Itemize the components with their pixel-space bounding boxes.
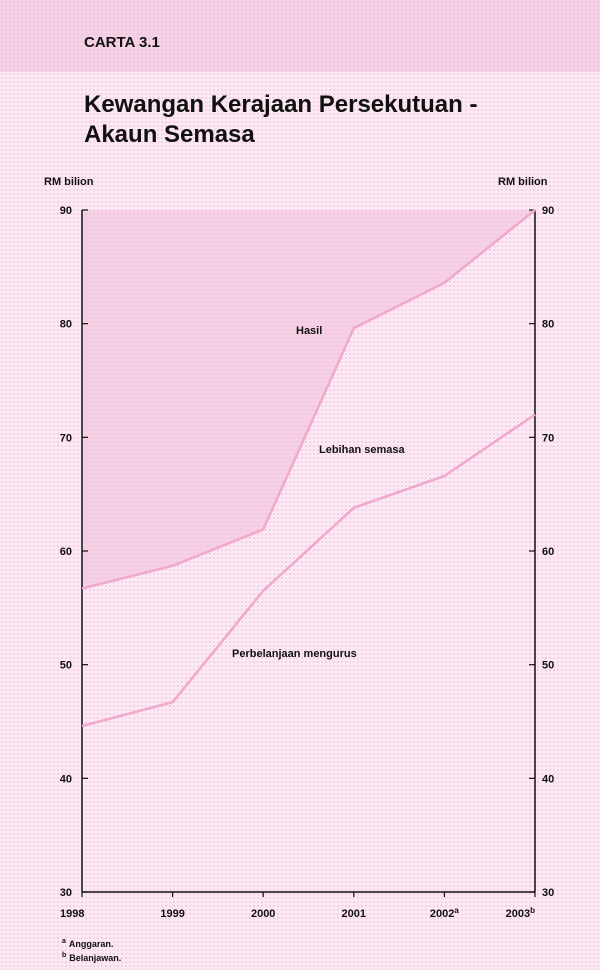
y-tick-label-left: 50 xyxy=(60,660,72,672)
footnote-a: a Anggaran. xyxy=(62,938,114,949)
annotation-perbelanjaan-mengurus: Perbelanjaan mengurus xyxy=(232,648,357,660)
chart-title-line1: Kewangan Kerajaan Persekutuan - xyxy=(84,91,478,118)
y-tick-label-right: 80 xyxy=(542,319,554,331)
x-tick-label: 2000 xyxy=(251,908,275,920)
right-axis-unit: RM bilion xyxy=(498,176,548,188)
y-tick-label-right: 90 xyxy=(542,205,554,217)
y-tick-label-left: 70 xyxy=(60,432,72,444)
y-tick-label-right: 70 xyxy=(542,432,554,444)
shaded-area xyxy=(82,210,535,589)
x-tick-label: 1998 xyxy=(60,908,84,920)
series-line-hasil xyxy=(81,208,536,590)
y-tick-label-left: 60 xyxy=(60,546,72,558)
chart-number: CARTA 3.1 xyxy=(84,34,160,51)
y-tick-label-right: 40 xyxy=(542,773,554,785)
x-tick-label: 2002a xyxy=(430,906,459,921)
footnotes: a Anggaran. b Belanjawan. xyxy=(62,936,121,964)
y-tick-label-right: 30 xyxy=(542,887,554,899)
header-band xyxy=(0,0,600,72)
y-tick-label-right: 60 xyxy=(542,546,554,558)
left-axis-unit: RM bilion xyxy=(44,176,94,188)
x-tick-label: 2003b xyxy=(506,906,535,921)
footnote-b: b Belanjawan. xyxy=(62,952,122,963)
chart-title-line2: Akaun Semasa xyxy=(84,121,255,148)
y-tick-label-left: 40 xyxy=(60,773,72,785)
annotation-hasil: Hasil xyxy=(296,325,322,337)
y-tick-label-right: 50 xyxy=(542,660,554,672)
x-tick-label: 2001 xyxy=(342,908,366,920)
y-tick-label-left: 80 xyxy=(60,319,72,331)
series-line-perbelanjaan-mengurus xyxy=(81,413,536,728)
y-tick-label-left: 30 xyxy=(60,887,72,899)
x-tick-label: 1999 xyxy=(160,908,184,920)
y-tick-label-left: 90 xyxy=(60,205,72,217)
chart-title: Kewangan Kerajaan Persekutuan - Akaun Se… xyxy=(84,90,564,150)
annotation-lebihan-semasa: Lebihan semasa xyxy=(319,444,405,456)
